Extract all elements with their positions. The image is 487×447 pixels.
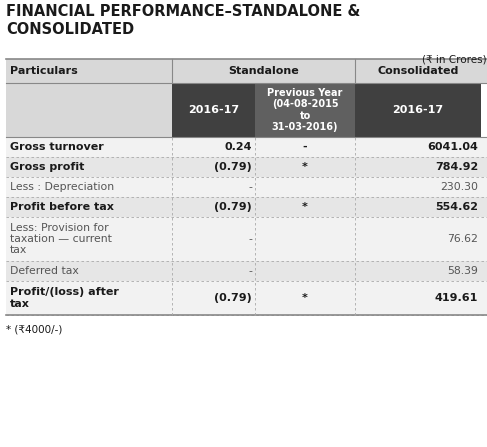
Text: 76.62: 76.62: [447, 234, 478, 244]
Bar: [6, 177, 487, 197]
Text: 2016-17: 2016-17: [393, 105, 444, 115]
Bar: [6, 137, 487, 157]
Text: Previous Year
(04-08-2015
to
31-03-2016): Previous Year (04-08-2015 to 31-03-2016): [267, 88, 343, 132]
Text: Gross turnover: Gross turnover: [10, 142, 104, 152]
Text: (0.79): (0.79): [214, 293, 252, 303]
Bar: [6, 281, 487, 315]
Text: FINANCIAL PERFORMANCE–STANDALONE &
CONSOLIDATED: FINANCIAL PERFORMANCE–STANDALONE & CONSO…: [6, 4, 360, 37]
Text: Less : Depreciation: Less : Depreciation: [10, 182, 114, 192]
Bar: [6, 83, 172, 137]
Bar: [6, 217, 487, 261]
Text: 784.92: 784.92: [435, 162, 478, 172]
Text: -: -: [303, 142, 307, 152]
Bar: [172, 83, 255, 137]
Text: 2016-17: 2016-17: [188, 105, 239, 115]
Text: 6041.04: 6041.04: [427, 142, 478, 152]
Text: 554.62: 554.62: [435, 202, 478, 212]
Text: *: *: [302, 162, 308, 172]
Text: * (₹4000/-): * (₹4000/-): [6, 324, 62, 334]
Text: Standalone: Standalone: [228, 66, 299, 76]
Text: -: -: [248, 234, 252, 244]
Text: 58.39: 58.39: [447, 266, 478, 276]
Text: Particulars: Particulars: [10, 66, 78, 76]
Text: Profit/(loss) after
tax: Profit/(loss) after tax: [10, 287, 119, 308]
Text: (0.79): (0.79): [214, 202, 252, 212]
Bar: [255, 83, 355, 137]
Bar: [6, 261, 487, 281]
Text: 419.61: 419.61: [434, 293, 478, 303]
Text: Consolidated: Consolidated: [377, 66, 459, 76]
Bar: [6, 59, 487, 83]
Text: 0.24: 0.24: [225, 142, 252, 152]
Text: Gross profit: Gross profit: [10, 162, 84, 172]
Text: *: *: [302, 293, 308, 303]
Text: *: *: [302, 202, 308, 212]
Bar: [6, 197, 487, 217]
Text: -: -: [248, 266, 252, 276]
Bar: [355, 83, 481, 137]
Text: (₹ in Crores): (₹ in Crores): [422, 54, 487, 64]
Text: -: -: [248, 182, 252, 192]
Text: Deferred tax: Deferred tax: [10, 266, 79, 276]
Text: Profit before tax: Profit before tax: [10, 202, 114, 212]
Text: Less: Provision for
taxation — current
tax: Less: Provision for taxation — current t…: [10, 223, 112, 255]
Text: 230.30: 230.30: [440, 182, 478, 192]
Text: (0.79): (0.79): [214, 162, 252, 172]
Bar: [6, 157, 487, 177]
